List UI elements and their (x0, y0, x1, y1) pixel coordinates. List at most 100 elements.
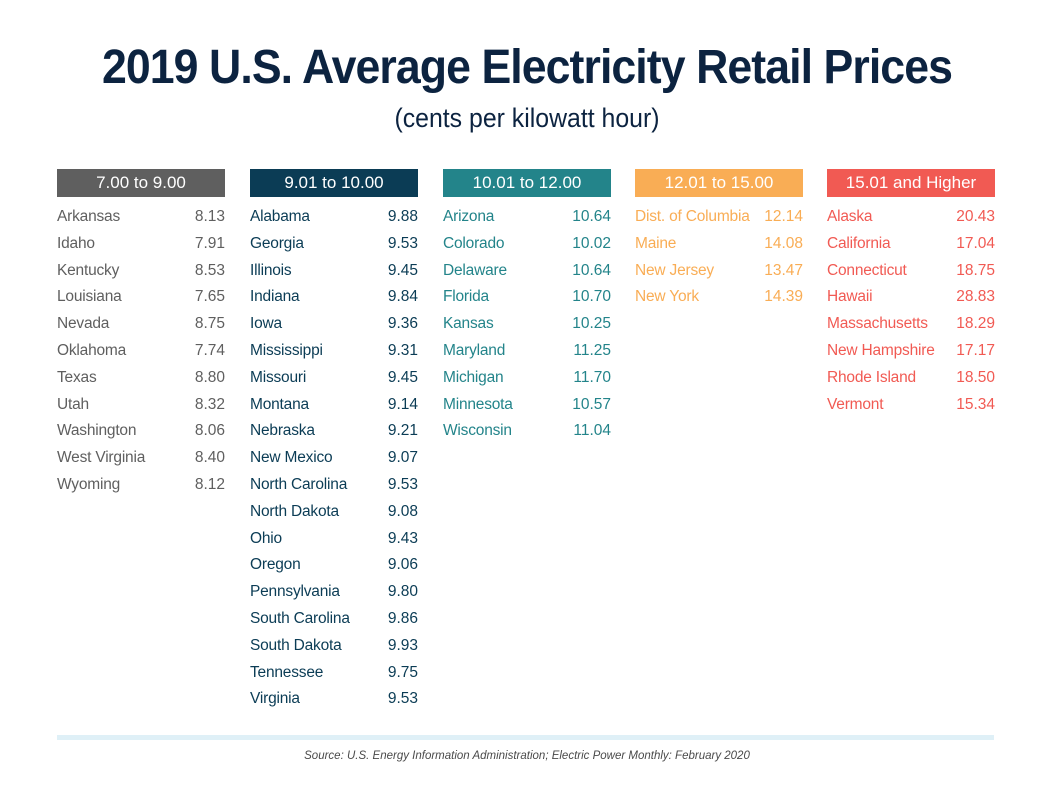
table-row: Hawaii 28.83 (827, 284, 995, 311)
state-price: 9.45 (387, 368, 418, 386)
table-row: Maryland 11.25 (443, 338, 611, 365)
price-group-rows: Arkansas 8.13 Idaho 7.91 Kentucky 8.53 Louisia… (57, 204, 225, 499)
price-group-header: 12.01 to 15.00 (635, 169, 803, 197)
state-price: 18.29 (956, 315, 995, 333)
state-name: Alaska (827, 208, 873, 225)
table-row: Kentucky 8.53 (57, 258, 225, 285)
state-price: 10.64 (572, 208, 611, 225)
state-price: 18.75 (956, 261, 995, 279)
table-row: Tennessee 9.75 (250, 660, 418, 687)
price-group-header: 10.01 to 12.00 (443, 169, 611, 197)
table-row: Florida 10.70 (443, 284, 611, 311)
state-name: Connecticut (827, 261, 907, 279)
table-row: Rhode Island 18.50 (827, 365, 995, 392)
state-name: Rhode Island (827, 368, 916, 386)
table-row: New Hampshire 17.17 (827, 338, 995, 365)
state-name: Hawaii (827, 288, 873, 306)
state-price: 8.06 (194, 422, 225, 440)
state-name: Delaware (443, 261, 507, 279)
table-row: Kansas 10.25 (443, 311, 611, 338)
table-row: Mississippi 9.31 (250, 338, 418, 365)
source-note: Source: U.S. Energy Information Administ… (304, 750, 750, 762)
table-row: South Dakota 9.93 (250, 633, 418, 660)
state-price: 13.47 (764, 261, 803, 279)
page-title: 2019 U.S. Average Electricity Retail Pri… (101, 41, 953, 94)
table-row: Louisiana 7.65 (57, 284, 225, 311)
state-name: Oregon (250, 556, 301, 574)
state-name: Montana (250, 395, 309, 413)
state-price: 14.08 (764, 234, 803, 252)
state-name: Kansas (443, 315, 494, 333)
state-name: Pennsylvania (250, 583, 340, 601)
state-price: 28.83 (956, 288, 995, 306)
state-price: 9.08 (387, 502, 418, 520)
state-price: 9.80 (387, 583, 418, 601)
price-group-rows: Dist. of Columbia 12.14 Maine 14.08 New Jers… (635, 204, 803, 311)
table-row: Utah 8.32 (57, 392, 225, 419)
state-name: Tennessee (250, 663, 324, 681)
table-row: Ohio 9.43 (250, 526, 418, 553)
table-row: Alabama 9.88 (250, 204, 418, 231)
state-name: Florida (443, 288, 489, 306)
state-name: Arizona (443, 208, 495, 225)
table-row: South Carolina 9.86 (250, 606, 418, 633)
table-row: Oklahoma 7.74 (57, 338, 225, 365)
state-name: New Mexico (250, 449, 333, 467)
price-group-header: 7.00 to 9.00 (57, 169, 225, 197)
divider (57, 735, 994, 740)
table-row: West Virginia 8.40 (57, 445, 225, 472)
state-name: Texas (57, 368, 97, 386)
state-name: West Virginia (57, 449, 146, 467)
state-price: 9.45 (387, 261, 418, 279)
table-row: New Jersey 13.47 (635, 258, 803, 285)
state-price: 9.88 (387, 208, 418, 225)
state-price: 20.43 (956, 208, 995, 225)
state-price: 10.57 (572, 395, 611, 413)
table-row: North Dakota 9.08 (250, 499, 418, 526)
price-group-column: 7.00 to 9.00 Arkansas 8.13 Idaho 7.91 Kentuck… (57, 169, 225, 499)
state-price: 9.21 (387, 422, 418, 440)
state-price: 17.17 (956, 341, 995, 359)
state-price: 8.80 (194, 368, 225, 386)
price-group-rows: Alabama 9.88 Georgia 9.53 Illinois 9.45 Indian… (250, 204, 418, 713)
price-group-rows: Alaska 20.43 California 17.04 Connecticut 18.… (827, 204, 995, 418)
state-price: 9.07 (387, 449, 418, 467)
state-price: 9.53 (387, 234, 418, 252)
state-price: 9.53 (387, 690, 418, 708)
state-name: New Hampshire (827, 341, 935, 359)
state-price: 9.14 (387, 395, 418, 413)
state-name: Minnesota (443, 395, 513, 413)
state-price: 8.53 (194, 261, 225, 279)
table-row: Oregon 9.06 (250, 552, 418, 579)
state-name: New York (635, 288, 699, 306)
state-price: 15.34 (956, 395, 995, 413)
state-name: Georgia (250, 234, 304, 252)
state-name: Colorado (443, 234, 505, 252)
state-price: 11.25 (573, 341, 611, 359)
table-row: Illinois 9.45 (250, 258, 418, 285)
table-row: Vermont 15.34 (827, 392, 995, 419)
price-group-column: 10.01 to 12.00 Arizona 10.64 Colorado 10.02 D… (443, 169, 611, 445)
table-row: Maine 14.08 (635, 231, 803, 258)
state-name: Illinois (250, 261, 292, 279)
table-row: North Carolina 9.53 (250, 472, 418, 499)
price-group-column: 9.01 to 10.00 Alabama 9.88 Georgia 9.53 Illin… (250, 169, 418, 713)
state-name: Oklahoma (57, 341, 127, 359)
table-row: Arizona 10.64 (443, 204, 611, 231)
state-name: Massachusetts (827, 315, 928, 333)
state-price: 9.86 (387, 609, 418, 627)
page-subtitle: (cents per kilowatt hour) (394, 103, 660, 133)
table-row: Alaska 20.43 (827, 204, 995, 231)
table-row: Nevada 8.75 (57, 311, 225, 338)
state-price: 9.84 (387, 288, 418, 306)
state-price: 7.74 (194, 341, 225, 359)
table-row: Minnesota 10.57 (443, 392, 611, 419)
table-row: New York 14.39 (635, 284, 803, 311)
state-name: Arkansas (57, 208, 121, 225)
table-row: Pennsylvania 9.80 (250, 579, 418, 606)
state-price: 18.50 (956, 368, 995, 386)
table-row: Arkansas 8.13 (57, 204, 225, 231)
price-group-header: 9.01 to 10.00 (250, 169, 418, 197)
state-name: Mississippi (250, 341, 323, 359)
state-name: Kentucky (57, 261, 120, 279)
